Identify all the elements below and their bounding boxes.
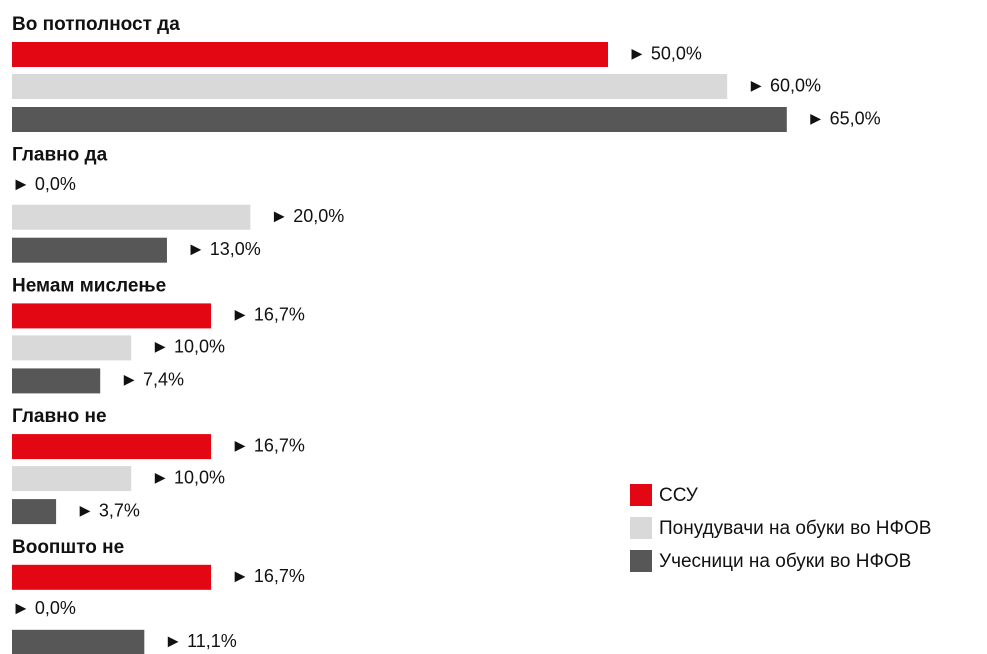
bar	[12, 499, 57, 525]
bar	[12, 237, 167, 263]
bar	[12, 434, 212, 460]
category-label: Во потполност да	[12, 14, 180, 35]
category-label: Главно не	[12, 406, 107, 427]
value-label: ► 16,7%	[231, 435, 305, 455]
value-label: ► 11,1%	[164, 631, 237, 651]
bar	[12, 335, 132, 361]
legend-label: Учесници на обуки во НФОВ	[659, 551, 911, 572]
legend-label: ССУ	[659, 485, 699, 506]
bar	[12, 42, 608, 67]
category-label: Немам мислење	[12, 275, 166, 296]
bar	[12, 368, 101, 394]
value-label: ► 16,7%	[231, 566, 305, 586]
value-label: ► 0,0%	[12, 174, 76, 194]
legend-swatch	[630, 550, 652, 572]
value-label: ► 10,0%	[151, 337, 225, 357]
value-label: ► 20,0%	[270, 206, 344, 226]
value-label: ► 0,0%	[12, 598, 76, 618]
category-label: Воопшто не	[12, 537, 124, 558]
value-label: ► 13,0%	[187, 239, 261, 259]
legend-swatch	[630, 484, 652, 506]
bar	[12, 74, 728, 99]
value-label: ► 60,0%	[747, 75, 821, 95]
value-label: ► 50,0%	[628, 43, 702, 63]
bar	[12, 204, 251, 230]
bar	[12, 466, 132, 492]
bar	[12, 564, 212, 590]
value-label: ► 65,0%	[807, 108, 881, 128]
bar	[12, 303, 212, 329]
value-label: ► 7,4%	[120, 370, 184, 390]
value-label: ► 10,0%	[151, 467, 225, 487]
value-label: ► 16,7%	[231, 305, 305, 325]
legend-swatch	[630, 517, 652, 539]
bar	[12, 629, 145, 654]
value-label: ► 3,7%	[76, 500, 140, 520]
bar	[12, 107, 787, 132]
legend-label: Понудувачи на обуки во НФОВ	[659, 518, 931, 539]
category-label: Главно да	[12, 145, 108, 166]
